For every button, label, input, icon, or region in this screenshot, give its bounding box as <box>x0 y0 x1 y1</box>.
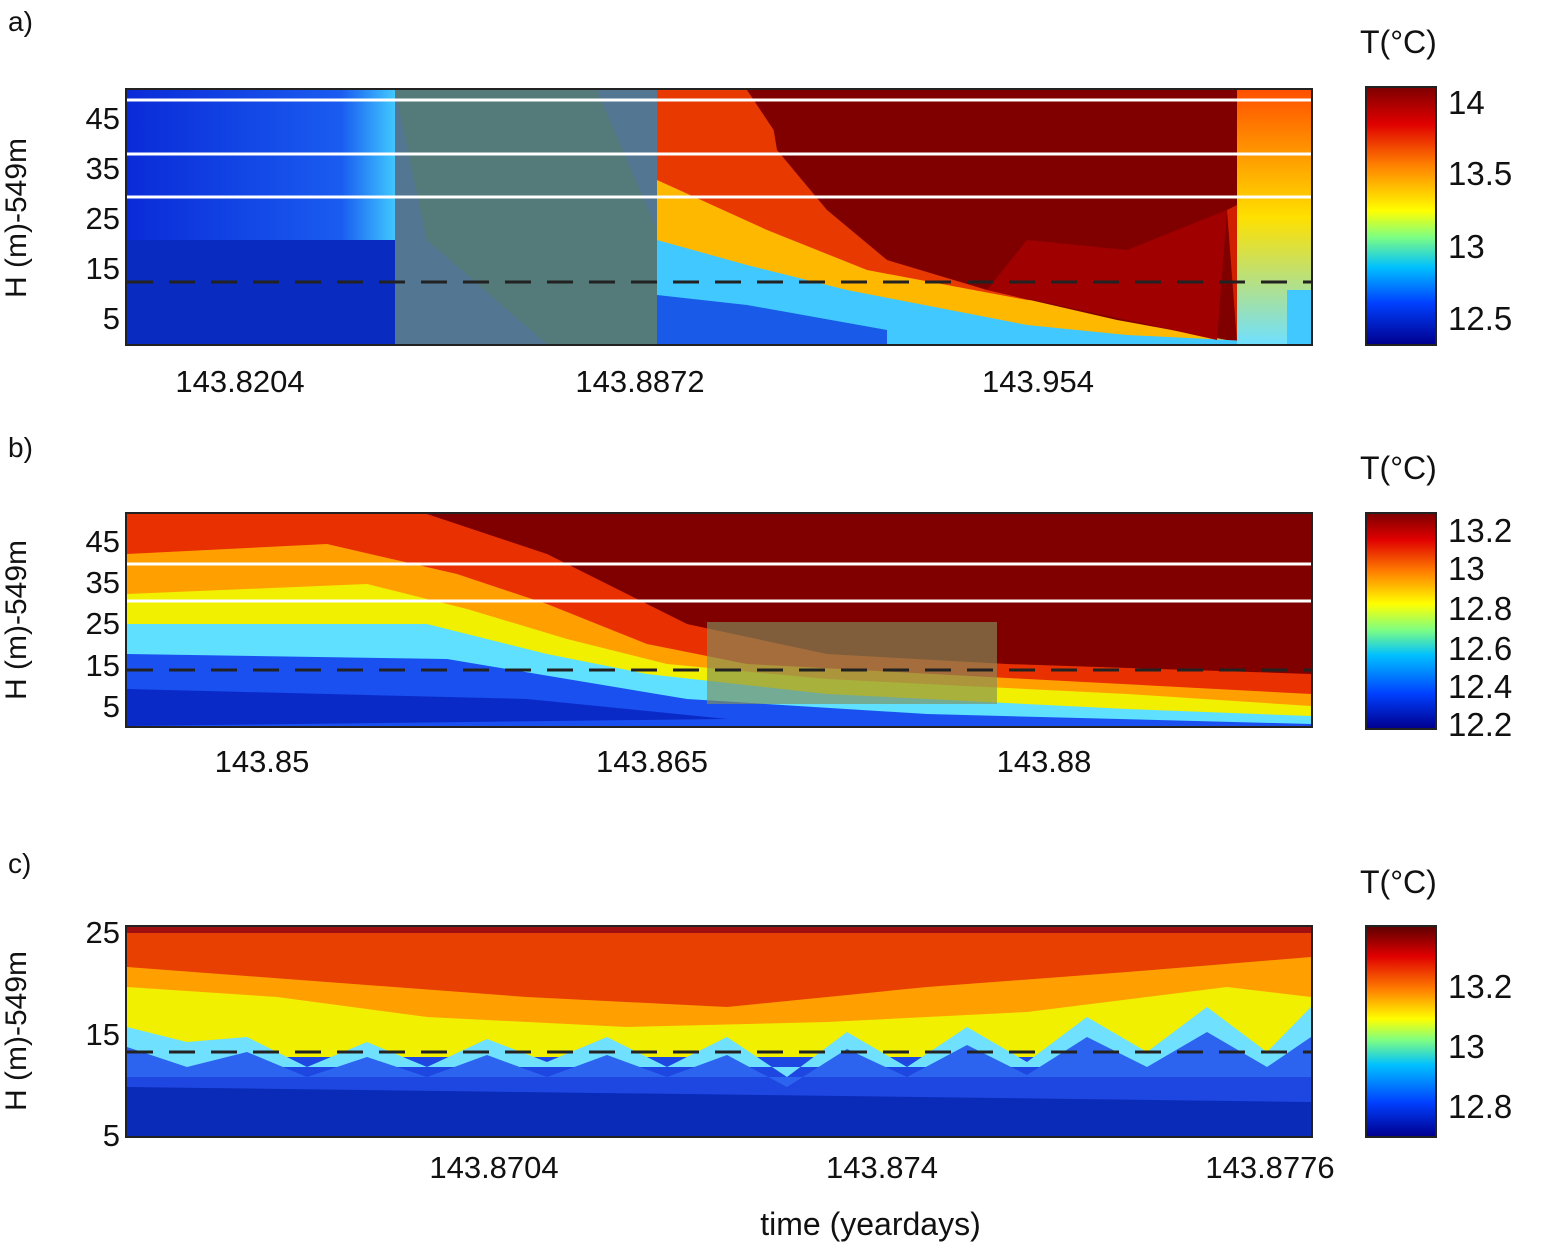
panel-b: b) H (m)-549m 45 35 25 15 5 143.85 143.8… <box>0 432 1513 779</box>
colorbar-tick: 12.8 <box>1448 1088 1513 1125</box>
y-tick-label: 15 <box>85 1017 120 1052</box>
y-tick-label: 15 <box>85 251 120 286</box>
colorbar-tick: 13 <box>1448 1028 1485 1065</box>
y-tick-label: 25 <box>85 201 120 236</box>
y-tick-label: 25 <box>85 915 120 950</box>
panel-label: a) <box>8 6 33 37</box>
x-tick-label: 143.8776 <box>1205 1150 1335 1185</box>
colorbar-tick: 12.8 <box>1448 590 1513 627</box>
y-tick-label: 5 <box>102 301 120 336</box>
y-tick-label: 15 <box>85 648 120 683</box>
heatmap-a <box>125 88 1313 346</box>
colorbar-b <box>1365 512 1437 730</box>
colorbar-a <box>1365 86 1437 346</box>
heatmap-b-canvas <box>127 514 1311 726</box>
panel-label: c) <box>8 848 32 879</box>
colorbar-tick: 13.5 <box>1448 155 1513 192</box>
x-tick-label: 143.874 <box>825 1150 939 1185</box>
y-tick-label: 25 <box>85 606 120 641</box>
colorbar-title: T(°C) <box>1360 24 1437 60</box>
panel-a: a) H (m)-549m 45 35 25 15 5 <box>0 0 1541 420</box>
colorbar-tick: 13.2 <box>1448 512 1513 549</box>
y-tick-label: 5 <box>102 1118 120 1153</box>
x-tick-label: 143.8872 <box>575 364 705 399</box>
colorbar-tick: 12.4 <box>1448 668 1513 705</box>
y-axis-label: H (m)-549m <box>0 951 33 1112</box>
colorbar-tick: 13 <box>1448 550 1485 587</box>
colorbar-c <box>1365 925 1437 1138</box>
y-tick-label: 35 <box>85 151 120 186</box>
colorbar-tick: 12.5 <box>1448 300 1513 337</box>
x-tick-label: 143.954 <box>981 364 1095 399</box>
colorbar-tick: 12.6 <box>1448 630 1513 667</box>
x-tick-label: 143.8204 <box>175 364 305 399</box>
y-tick-label: 5 <box>102 689 120 724</box>
heatmap-c-canvas <box>127 927 1311 1136</box>
x-tick-label: 143.8704 <box>429 1150 559 1185</box>
colorbar-tick: 13.2 <box>1448 968 1513 1005</box>
colorbar-title: T(°C) <box>1360 864 1437 900</box>
colorbar-tick: 13 <box>1448 228 1485 265</box>
x-axis-label: time (yeardays) <box>760 1206 981 1242</box>
highlight-box <box>707 622 997 704</box>
panel-label: b) <box>8 432 33 463</box>
y-tick-label: 45 <box>85 101 120 136</box>
heatmap-b <box>125 512 1313 728</box>
y-tick-label: 45 <box>85 524 120 559</box>
x-tick-label: 143.85 <box>214 744 310 779</box>
colorbar-tick: 14 <box>1448 84 1485 121</box>
highlight-box <box>395 90 657 344</box>
heatmap-a-canvas <box>127 90 1311 344</box>
y-tick-label: 35 <box>85 565 120 600</box>
colorbar-title: T(°C) <box>1360 450 1437 486</box>
heatmap-c <box>125 925 1313 1138</box>
x-tick-label: 143.865 <box>595 744 709 779</box>
colorbar-tick: 12.2 <box>1448 706 1513 743</box>
x-tick-label: 143.88 <box>996 744 1092 779</box>
